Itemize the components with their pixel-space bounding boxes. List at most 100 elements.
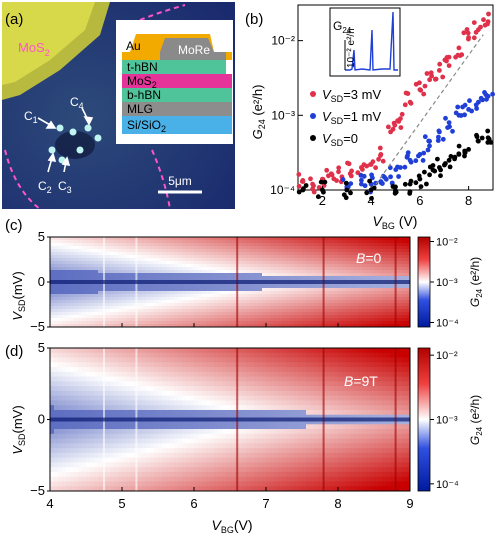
scatter-point: [464, 27, 470, 32]
scatter-point: [402, 164, 408, 170]
scatter-point: [359, 177, 364, 183]
scatter-point: [378, 153, 383, 158]
svg-text:b-hBN: b-hBN: [127, 88, 161, 102]
scatter-point: [440, 74, 446, 80]
scatter-point: [373, 165, 378, 171]
scatter-point: [398, 125, 404, 130]
panel-d-ylabel: VSD(mV): [10, 405, 27, 454]
svg-text:MoRe: MoRe: [178, 43, 210, 57]
scatter-point: [296, 172, 302, 177]
svg-text:Si/SiO2: Si/SiO2: [127, 118, 166, 134]
flake-boundary: [4, 149, 41, 210]
scatter-point: [424, 181, 429, 187]
scatter-point: [443, 161, 448, 166]
scatter-point: [328, 171, 334, 177]
scatter-point: [438, 173, 443, 179]
scatter-point: [436, 128, 442, 134]
svg-text:t-hBN: t-hBN: [127, 60, 158, 74]
scatter-point: [408, 159, 414, 165]
panel-b-label: (b): [245, 11, 263, 28]
scatter-point: [437, 68, 442, 73]
scatter-point: [490, 91, 495, 97]
scatter-point: [448, 154, 454, 159]
scatter-point: [296, 189, 302, 195]
scatter-point: [308, 176, 313, 182]
scatter-point: [446, 120, 452, 125]
x-tick-label: 8: [334, 496, 341, 511]
scatter-point: [418, 184, 424, 190]
scatter-point: [425, 147, 431, 153]
scatter-point: [315, 194, 321, 200]
scatter-point: [403, 90, 409, 96]
colorbar-tick-label: 10⁻⁴: [436, 479, 459, 491]
scatter-point: [402, 102, 408, 108]
legend-item-1mv: VSD=1 mV: [322, 109, 381, 126]
panel-b-ticks: 2 4 6 8 10⁻⁴ 10⁻³ 10⁻²: [270, 34, 472, 208]
colorbar-d: G24 (e²/h): [417, 347, 484, 492]
scatter-point: [377, 145, 383, 151]
scatter-point: [428, 70, 434, 76]
scatter-point: [336, 169, 341, 175]
scatter-point: [359, 181, 364, 187]
scatter-point: [446, 63, 452, 68]
scatter-point: [479, 135, 485, 141]
scatter-point: [395, 118, 400, 124]
contact-dots: [48, 124, 102, 164]
scatter-point: [390, 126, 396, 132]
x-tick-label: 9: [406, 496, 413, 511]
scatter-point: [466, 36, 471, 42]
legend: VSD=3 mV VSD=1 mV VSD=0: [310, 87, 381, 148]
map-d: [49, 347, 411, 492]
scatter-point: [421, 91, 427, 97]
scatter-point: [299, 179, 305, 184]
colorbar-tick-label: 10⁻²: [436, 350, 458, 362]
scatter-point: [443, 115, 448, 121]
scatter-point: [473, 29, 479, 35]
scale-bar-label: 5μm: [168, 174, 192, 188]
scatter-point: [348, 173, 354, 179]
scatter-point: [427, 172, 432, 178]
scatter-point: [386, 124, 391, 130]
scatter-point: [432, 76, 438, 82]
svg-text:G24: G24: [333, 19, 352, 35]
layer-stack: Au MoRe t-hBN MoS2 b-hBN MLG Si/SiO2: [116, 20, 233, 144]
scatter-point: [310, 186, 315, 192]
scatter-point: [408, 100, 414, 106]
scatter-point: [481, 17, 486, 23]
x-tick-label: 7: [262, 496, 269, 511]
scatter-point: [427, 77, 432, 83]
scatter-point: [343, 180, 349, 186]
scatter-point: [348, 181, 354, 187]
scatter-point: [426, 138, 432, 144]
scatter-point: [418, 87, 424, 93]
panel-c-label: (c): [5, 217, 23, 234]
scatter-point: [453, 110, 459, 116]
panel-a-label: (a): [5, 11, 23, 28]
svg-text:MoS2: MoS2: [127, 74, 157, 90]
scatter-point: [370, 175, 375, 181]
scatter-point: [388, 174, 393, 180]
scatter-point: [469, 108, 474, 114]
scatter-point: [340, 177, 346, 182]
y-tick-label: −5: [30, 319, 45, 334]
scatter-point: [422, 134, 428, 140]
x-tick-label: 8: [465, 193, 472, 208]
scatter-point: [456, 45, 462, 51]
inset: G24 10⁻² e²/h: [329, 7, 401, 77]
contact-c1-label: C1: [24, 109, 38, 125]
layer-sio2: [122, 116, 232, 134]
scatter-point: [344, 187, 350, 193]
scatter-point: [432, 168, 438, 174]
panel-d-label: (d): [5, 343, 23, 360]
y-tick-label: 5: [38, 229, 45, 244]
scatter-point: [436, 134, 441, 140]
x-tick-label: 6: [416, 193, 423, 208]
scatter-point: [408, 178, 414, 184]
y-tick-label: 10⁻³: [271, 108, 295, 122]
scatter-point: [440, 136, 446, 142]
scatter-point: [485, 128, 491, 134]
svg-text:Au: Au: [126, 39, 141, 53]
panel-c-ylabel: VSD(mV): [10, 271, 27, 320]
scatter-point: [300, 187, 306, 192]
